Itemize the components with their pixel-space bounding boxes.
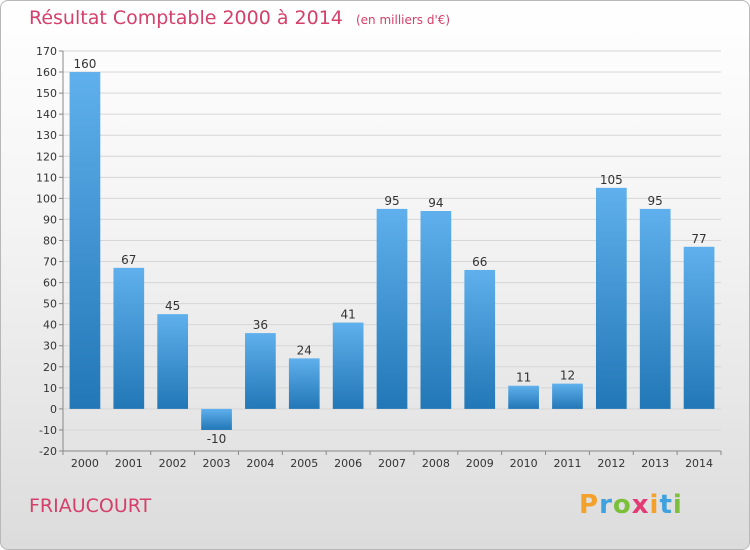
x-tick-label: 2004 bbox=[246, 457, 274, 470]
chart-title: Résultat Comptable 2000 à 2014 bbox=[29, 7, 343, 29]
bar-value-label: 12 bbox=[560, 369, 575, 383]
bar bbox=[201, 408, 232, 430]
y-tick-label: 80 bbox=[43, 234, 57, 247]
bar bbox=[595, 187, 627, 409]
y-tick-label: 30 bbox=[43, 340, 57, 353]
chart-title-block: Résultat Comptable 2000 à 2014 (en milli… bbox=[29, 7, 450, 29]
x-tick-label: 2010 bbox=[510, 457, 538, 470]
bar-value-label: 24 bbox=[297, 343, 312, 357]
y-tick-label: 100 bbox=[36, 192, 57, 205]
logo-letter: r bbox=[599, 490, 613, 520]
y-tick-label: 60 bbox=[43, 277, 57, 290]
bar bbox=[420, 211, 452, 409]
x-tick-label: 2008 bbox=[422, 457, 450, 470]
commune-name: FRIAUCOURT bbox=[29, 495, 152, 517]
y-tick-label: 0 bbox=[50, 403, 57, 416]
bar bbox=[376, 208, 408, 409]
y-tick-label: 160 bbox=[36, 66, 57, 79]
y-tick-label: 120 bbox=[36, 150, 57, 163]
y-tick-label: -10 bbox=[39, 424, 57, 437]
logo-letter: x bbox=[631, 490, 650, 520]
x-tick-label: 2009 bbox=[466, 457, 494, 470]
bar bbox=[288, 358, 320, 409]
x-tick-label: 2014 bbox=[685, 457, 713, 470]
bar bbox=[113, 267, 145, 409]
logo-letter: P bbox=[579, 490, 600, 520]
y-tick-label: 110 bbox=[36, 171, 57, 184]
bar-value-label: 66 bbox=[472, 255, 487, 269]
bar-value-label: 45 bbox=[165, 299, 180, 313]
bar-value-label: -10 bbox=[207, 432, 227, 446]
bar-value-label: 41 bbox=[340, 308, 355, 322]
x-tick-label: 2007 bbox=[378, 457, 406, 470]
x-tick-label: 2003 bbox=[203, 457, 231, 470]
bar bbox=[464, 269, 496, 409]
y-tick-label: 140 bbox=[36, 108, 57, 121]
bar-value-label: 105 bbox=[600, 173, 623, 187]
bar-value-label: 94 bbox=[428, 196, 443, 210]
bar-value-label: 36 bbox=[253, 318, 268, 332]
x-tick-label: 2000 bbox=[71, 457, 99, 470]
bar bbox=[508, 385, 539, 409]
y-tick-label: 50 bbox=[43, 298, 57, 311]
proxiti-logo: Proxiti bbox=[579, 490, 683, 520]
x-axis-ticks: 2000 2001 2002 2003 2004 2005 2006 2007 2008 2009… bbox=[62, 451, 722, 470]
bar-value-label: 160 bbox=[73, 57, 96, 71]
bar bbox=[552, 383, 583, 409]
x-tick-label: 2005 bbox=[290, 457, 318, 470]
x-tick-label: 2012 bbox=[597, 457, 625, 470]
bar-value-label: 77 bbox=[691, 232, 706, 246]
bar-value-label: 95 bbox=[648, 194, 663, 208]
bar bbox=[157, 314, 189, 409]
logo-letter: t bbox=[659, 490, 673, 520]
bar-value-label: 11 bbox=[516, 371, 531, 385]
bar bbox=[69, 72, 101, 409]
bar-value-label: 95 bbox=[384, 194, 399, 208]
x-tick-label: 2006 bbox=[334, 457, 362, 470]
bar bbox=[332, 322, 364, 409]
logo-letter: o bbox=[612, 490, 632, 520]
x-tick-label: 2011 bbox=[553, 457, 581, 470]
y-tick-label: 10 bbox=[43, 382, 57, 395]
bar bbox=[683, 246, 715, 409]
bar-value-label: 67 bbox=[121, 253, 136, 267]
y-axis-ticks: -20 -10 0 10 20 30 40 50 60 70 80 90 100 110 120 130 140… bbox=[36, 45, 721, 458]
logo-letter: i bbox=[672, 490, 683, 520]
logo-letter: i bbox=[649, 490, 660, 520]
y-tick-label: 130 bbox=[36, 129, 57, 142]
x-tick-label: 2013 bbox=[641, 457, 669, 470]
bar bbox=[245, 333, 276, 409]
x-tick-label: 2002 bbox=[159, 457, 187, 470]
y-tick-label: 150 bbox=[36, 87, 57, 100]
y-tick-label: 20 bbox=[43, 361, 57, 374]
y-tick-label: -20 bbox=[39, 445, 57, 458]
y-tick-label: 40 bbox=[43, 319, 57, 332]
y-tick-label: 90 bbox=[43, 213, 57, 226]
x-tick-label: 2001 bbox=[115, 457, 143, 470]
value-labels: 160 67 45 -10 36 24 41 95 94 66 11 12 105 95 77 bbox=[73, 57, 706, 446]
chart-subtitle: (en milliers d'€) bbox=[355, 13, 451, 27]
y-tick-label: 170 bbox=[36, 45, 57, 58]
y-tick-label: 70 bbox=[43, 256, 57, 269]
bar bbox=[639, 208, 671, 409]
bars bbox=[69, 72, 715, 430]
